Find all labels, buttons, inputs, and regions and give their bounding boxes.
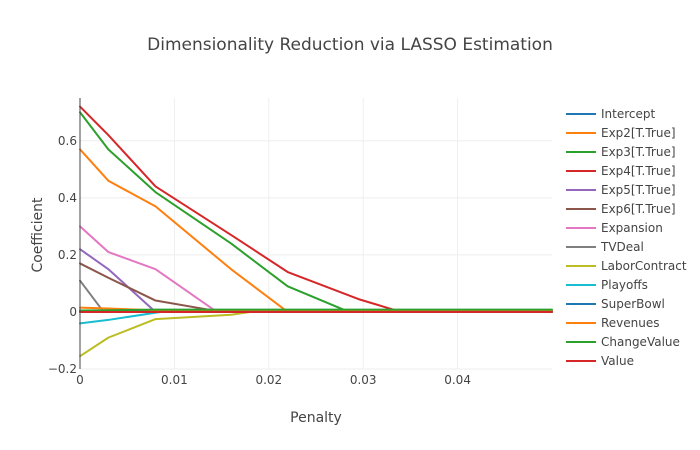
legend-item-intercept[interactable]: Intercept: [566, 107, 656, 121]
legend-label: Exp6[T.True]: [601, 202, 676, 216]
y-tick-label: 0: [69, 305, 77, 319]
x-tick-label: 0.04: [444, 373, 471, 387]
legend-item-exp5-t-true[interactable]: Exp5[T.True]: [566, 183, 676, 197]
x-tick-label: 0.01: [161, 373, 188, 387]
legend-item-revenues[interactable]: Revenues: [566, 316, 660, 330]
series-line-changevalue: [79, 308, 553, 312]
legend-label: Intercept: [601, 107, 656, 121]
legend-item-exp4-t-true[interactable]: Exp4[T.True]: [566, 164, 676, 178]
legend-label: Exp2[T.True]: [601, 126, 676, 140]
series-line-exp6-t-true: [79, 262, 553, 313]
grid: [80, 98, 552, 370]
legend-label: Exp3[T.True]: [601, 145, 676, 159]
y-tick-label: −0.2: [48, 362, 77, 376]
legend-label: ChangeValue: [601, 335, 680, 349]
y-tick-label: 0.6: [58, 134, 77, 148]
legend-item-tvdeal[interactable]: TVDeal: [566, 240, 644, 254]
legend[interactable]: Intercept Exp2[T.True] Exp3[T.True] Exp4[T.…: [566, 107, 687, 368]
legend-item-changevalue[interactable]: ChangeValue: [566, 335, 680, 349]
series-line-exp2-t-true: [79, 148, 553, 313]
legend-label: Value: [601, 354, 634, 368]
x-ticks: 0 0.01 0.02 0.03 0.04: [76, 373, 471, 387]
series-line-exp5-t-true: [79, 248, 553, 313]
legend-label: TVDeal: [600, 240, 644, 254]
series-lines: [79, 105, 553, 358]
y-tick-label: 0.2: [58, 248, 77, 262]
y-tick-label: 0.4: [58, 191, 77, 205]
legend-label: Revenues: [601, 316, 660, 330]
x-tick-label: 0: [76, 373, 84, 387]
legend-item-laborcontract[interactable]: LaborContract: [566, 259, 687, 273]
legend-item-exp3-t-true[interactable]: Exp3[T.True]: [566, 145, 676, 159]
y-ticks: −0.2 0 0.2 0.4 0.6: [48, 134, 77, 376]
legend-label: SuperBowl: [601, 297, 665, 311]
legend-item-superbowl[interactable]: SuperBowl: [566, 297, 665, 311]
legend-label: Exp5[T.True]: [601, 183, 676, 197]
legend-item-exp2-t-true[interactable]: Exp2[T.True]: [566, 126, 676, 140]
legend-label: Expansion: [601, 221, 663, 235]
series-line-exp4-t-true: [79, 105, 553, 313]
legend-item-value[interactable]: Value: [566, 354, 634, 368]
x-tick-label: 0.03: [350, 373, 377, 387]
legend-item-playoffs[interactable]: Playoffs: [566, 278, 648, 292]
chart-title: Dimensionality Reduction via LASSO Estim…: [147, 35, 553, 55]
legend-label: Playoffs: [601, 278, 648, 292]
legend-item-exp6-t-true[interactable]: Exp6[T.True]: [566, 202, 676, 216]
legend-label: LaborContract: [601, 259, 687, 273]
legend-label: Exp4[T.True]: [601, 164, 676, 178]
legend-item-expansion[interactable]: Expansion: [566, 221, 663, 235]
x-tick-label: 0.02: [255, 373, 282, 387]
series-line-laborcontract: [79, 310, 553, 358]
y-axis-label: Coefficient: [30, 197, 46, 273]
x-axis-label: Penalty: [290, 410, 342, 426]
